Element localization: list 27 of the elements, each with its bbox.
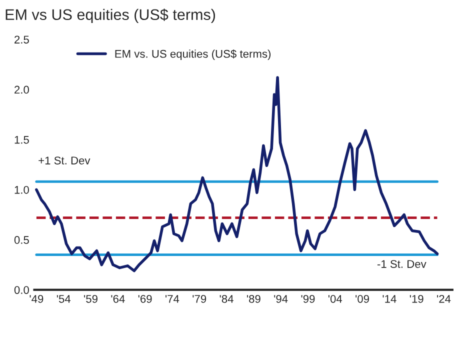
x-tick-label: '89 bbox=[246, 294, 260, 303]
x-tick-label: '54 bbox=[56, 295, 71, 303]
x-tick-label: '19 bbox=[410, 294, 424, 303]
x-tick-label: '74 bbox=[166, 295, 180, 303]
chart-title: EM vs US equities (US$ terms) bbox=[6, 8, 216, 24]
x-tick-label: '64 bbox=[111, 294, 125, 303]
y-tick-label: 0.5 bbox=[14, 236, 29, 244]
ref-line-label: +1 St. Dev bbox=[38, 156, 90, 164]
y-tick-label: 1.5 bbox=[14, 136, 29, 144]
x-tick-label: '14 bbox=[382, 295, 396, 303]
x-tick-label: '09 bbox=[356, 294, 369, 303]
ref-line-label: -1 St. Dev bbox=[377, 260, 426, 268]
line-series bbox=[35, 76, 439, 272]
x-tick-label: '94 bbox=[274, 294, 288, 303]
x-tick-label: '99 bbox=[301, 294, 315, 303]
y-tick-label: 2.5 bbox=[14, 36, 29, 44]
legend-label: EM vs. US equities (US$ terms) bbox=[115, 49, 271, 60]
x-tick-label: '24 bbox=[437, 294, 451, 303]
x-tick-label: '04 bbox=[328, 294, 342, 303]
y-tick-label: 1.0 bbox=[14, 186, 29, 194]
x-tick-label: '79 bbox=[192, 294, 206, 303]
x-tick-label: '69 bbox=[138, 294, 152, 303]
x-tick-label: '49 bbox=[30, 294, 44, 303]
x-tick-label: '84 bbox=[220, 294, 234, 303]
y-tick-label: 0.0 bbox=[14, 286, 29, 294]
x-tick-label: '59 bbox=[84, 294, 98, 303]
y-tick-label: 2.0 bbox=[14, 86, 29, 94]
